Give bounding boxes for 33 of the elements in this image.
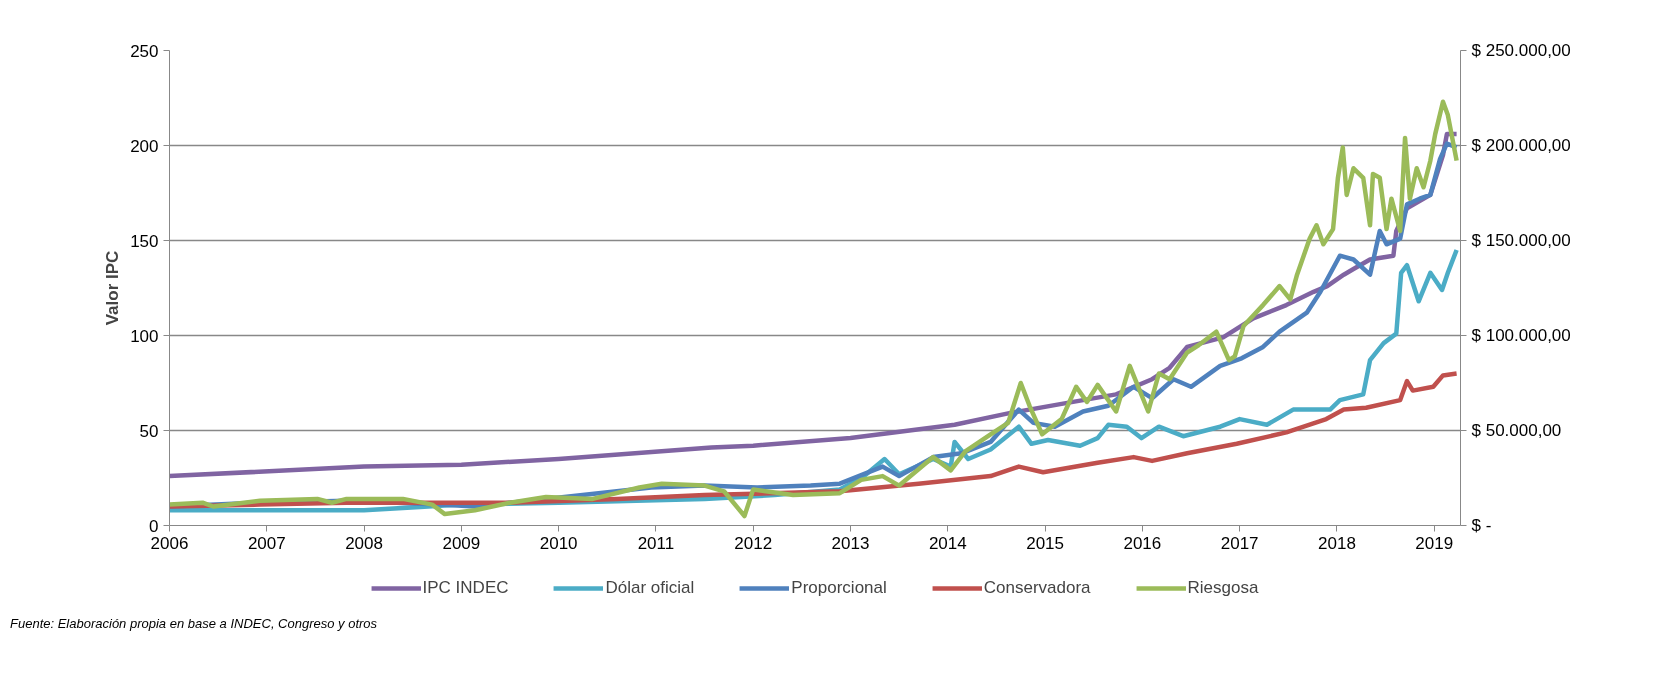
y2-tick-label: $ 50.000,00 bbox=[1471, 421, 1562, 440]
y2-tick-label: $ 150.000,00 bbox=[1471, 231, 1571, 250]
x-tick-label: 2010 bbox=[539, 533, 578, 553]
legend-label: Riesgosa bbox=[1187, 577, 1259, 598]
x-tick-label: 2016 bbox=[1123, 533, 1162, 553]
legend-label: Dólar oficial bbox=[605, 577, 695, 598]
source-note: Fuente: Elaboración propia en base a INDEC, Congreso y otros bbox=[10, 615, 378, 633]
x-tick-label: 2018 bbox=[1318, 533, 1356, 553]
legend-label: Conservadora bbox=[983, 577, 1091, 598]
y2-tick-label: $ 200.000,00 bbox=[1471, 136, 1571, 155]
x-tick-label: 2015 bbox=[1026, 533, 1064, 553]
y-tick-label: 200 bbox=[130, 136, 159, 156]
x-tick-label: 2008 bbox=[345, 533, 383, 553]
x-tick-label: 2019 bbox=[1415, 533, 1454, 553]
y-tick-label: 0 bbox=[149, 516, 159, 536]
x-tick-label: 2009 bbox=[442, 533, 481, 553]
y2-tick-label: $ - bbox=[1471, 516, 1492, 535]
x-tick-label: 2014 bbox=[928, 533, 967, 553]
x-tick-label: 2011 bbox=[637, 533, 675, 553]
x-tick-label: 2007 bbox=[247, 533, 286, 553]
y2-tick-label: $ 250.000,00 bbox=[1471, 41, 1571, 60]
y-tick-label: 50 bbox=[139, 421, 159, 441]
y-axis-title: Valor IPC bbox=[103, 250, 123, 326]
x-tick-label: 2012 bbox=[734, 533, 773, 553]
y2-tick-label: $ 100.000,00 bbox=[1471, 326, 1571, 345]
x-tick-label: 2013 bbox=[831, 533, 870, 553]
y-tick-label: 100 bbox=[130, 326, 159, 346]
legend-label: Proporcional bbox=[791, 577, 887, 598]
x-tick-label: 2006 bbox=[150, 533, 189, 553]
y-tick-label: 250 bbox=[130, 41, 159, 61]
x-tick-label: 2017 bbox=[1220, 533, 1259, 553]
legend-label: IPC INDEC bbox=[422, 577, 509, 598]
y-tick-label: 150 bbox=[130, 231, 159, 251]
